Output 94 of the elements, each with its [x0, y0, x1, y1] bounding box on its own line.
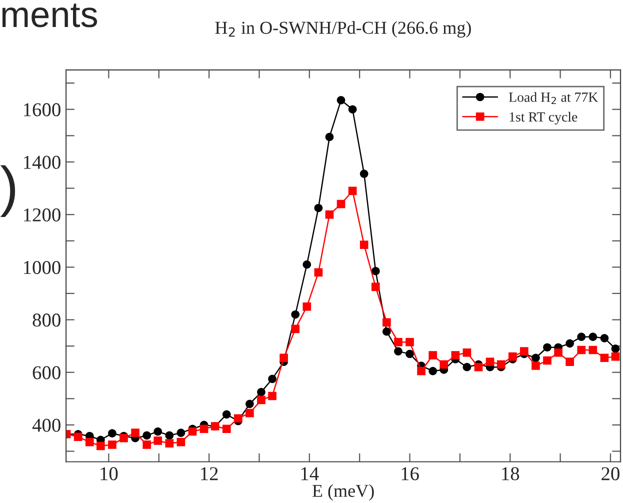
point: [417, 366, 426, 376]
text: ments: [2, 4, 98, 28]
point: [268, 374, 276, 384]
point: [302, 302, 312, 311]
point: [532, 362, 540, 370]
y-tick-label: 1200: [24, 208, 60, 222]
point: [406, 350, 414, 358]
point: [611, 352, 620, 361]
point: [325, 132, 334, 142]
point: [486, 358, 494, 366]
y-tick-label: 600: [32, 366, 60, 380]
point: [142, 440, 151, 449]
chart-title: H$_{2}$ in O-SWNH/Pd-CH (266.6 mg): [215, 21, 471, 38]
point: [348, 186, 357, 196]
point: [280, 354, 288, 362]
point: [142, 431, 151, 440]
point: [382, 327, 391, 336]
y-tick-label: 1400: [24, 156, 60, 169]
point: [200, 424, 208, 434]
point: [108, 429, 116, 438]
point: [394, 347, 402, 356]
point: [325, 210, 334, 219]
point: [532, 354, 540, 362]
point: [428, 366, 438, 376]
point: [108, 440, 116, 449]
point: [428, 351, 438, 360]
point: [440, 360, 448, 369]
point: [154, 427, 162, 436]
point: [600, 334, 609, 342]
point: [257, 396, 266, 404]
point: [85, 438, 94, 446]
point: [474, 362, 483, 372]
point: [314, 204, 323, 212]
point: [165, 439, 174, 448]
point: [96, 442, 105, 450]
point: [246, 400, 254, 408]
point: [154, 436, 162, 445]
point: [268, 392, 276, 400]
point: [360, 170, 368, 178]
point: [611, 344, 620, 353]
point: [588, 332, 598, 342]
y-tick-label: 400: [32, 418, 60, 432]
y-tick-label: 1600: [24, 103, 60, 116]
point: [406, 338, 414, 346]
point: [520, 347, 528, 356]
y-tick-label: 800: [32, 314, 60, 327]
point: [176, 438, 186, 446]
point: [336, 96, 346, 104]
point: [543, 343, 552, 352]
point: [336, 200, 346, 208]
x-tick-label: 20: [602, 467, 620, 480]
point: [222, 410, 231, 419]
point: [462, 348, 472, 357]
x-axis-title: E (meV): [312, 484, 374, 501]
x-tick-label: 10: [100, 467, 118, 480]
point: [257, 388, 266, 396]
point: [382, 318, 391, 327]
point: [291, 324, 300, 334]
point: [188, 427, 197, 436]
point: [234, 414, 242, 423]
point: [577, 346, 586, 354]
point: [451, 351, 460, 360]
point: [371, 282, 380, 292]
point: [165, 431, 174, 440]
point: [74, 432, 82, 441]
legend-label: 1st RT cycle: [510, 112, 578, 124]
point: [176, 428, 186, 437]
point: [496, 360, 506, 369]
x-tick-label: 12: [201, 467, 218, 480]
y-tick-label: 1000: [24, 260, 60, 274]
point: [371, 266, 380, 276]
point: [566, 339, 574, 348]
point: [222, 424, 231, 434]
point: [131, 428, 140, 437]
point: [508, 352, 517, 361]
point: [394, 338, 402, 346]
point: [314, 268, 323, 277]
point: [348, 105, 357, 114]
point: [554, 348, 562, 357]
point: [291, 310, 300, 319]
point: [600, 354, 609, 362]
point: [360, 240, 368, 249]
point: [577, 332, 586, 342]
point: [566, 358, 574, 366]
point: [588, 346, 598, 354]
x-tick-label: 18: [502, 467, 520, 480]
point: [462, 362, 472, 372]
point: [543, 356, 552, 365]
legend-label: Load H$_{2}$ at 77K: [508, 92, 598, 104]
text: ): [0, 165, 16, 218]
point: [302, 260, 312, 269]
x-tick-label: 16: [402, 467, 419, 480]
point: [246, 408, 254, 418]
x-tick-label: 14: [301, 467, 319, 480]
